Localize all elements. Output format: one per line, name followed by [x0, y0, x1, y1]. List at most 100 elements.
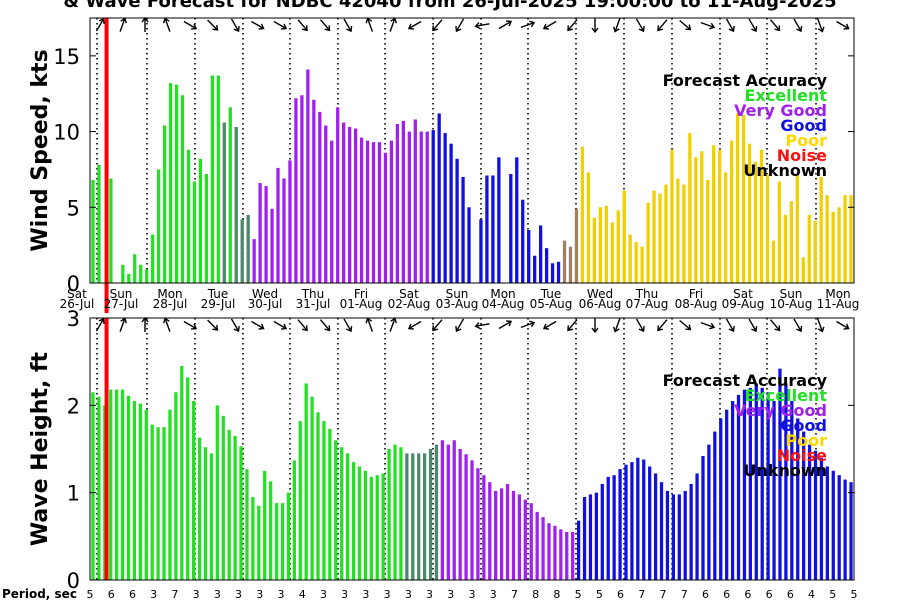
direction-arrow	[679, 319, 692, 331]
arrow-shaft	[614, 318, 621, 332]
data-bar	[316, 412, 320, 580]
data-bar	[646, 202, 650, 283]
data-bar	[245, 469, 249, 580]
data-bar	[470, 460, 474, 580]
data-bar	[328, 428, 332, 580]
period-value: 6	[617, 588, 624, 600]
data-bar	[700, 151, 704, 283]
data-bar	[741, 114, 746, 283]
data-bar	[771, 240, 776, 283]
arrow-shaft	[251, 20, 264, 30]
arrow-head	[796, 326, 803, 333]
data-bar	[735, 113, 740, 284]
data-bar	[383, 152, 388, 283]
period-value: 4	[808, 588, 815, 600]
arrow-shaft	[297, 19, 308, 31]
legend-item: Excellent	[745, 386, 828, 405]
period-value: 6	[787, 588, 794, 600]
data-bar	[115, 389, 119, 580]
arrow-shaft	[183, 20, 197, 30]
period-value: 5	[575, 588, 582, 600]
period-value: 3	[341, 588, 348, 600]
data-bar	[330, 140, 334, 283]
arrow-head	[120, 17, 128, 24]
direction-arrow	[251, 320, 265, 330]
arrow-head	[774, 325, 781, 332]
arrow-head	[212, 24, 219, 31]
arrow-shaft	[119, 18, 126, 32]
direction-arrow	[679, 19, 692, 31]
direction-arrow	[407, 20, 422, 30]
direction-arrow	[567, 319, 578, 332]
data-bar	[784, 383, 788, 580]
data-bar	[606, 476, 610, 580]
arrow-head	[212, 324, 219, 331]
arrow-head	[817, 326, 825, 333]
data-bar	[574, 208, 579, 283]
data-bar	[270, 208, 274, 283]
data-bar	[192, 181, 197, 283]
data-bar	[628, 234, 632, 283]
day-name-label: Mon	[825, 287, 850, 301]
date-label: 30-Jul	[248, 297, 283, 311]
day-name-label: Thu	[635, 287, 659, 301]
data-bar	[494, 490, 498, 580]
direction-arrow	[141, 16, 149, 32]
arrow-shaft	[475, 323, 490, 327]
arrow-shaft	[183, 320, 197, 330]
arrow-shaft	[297, 319, 308, 331]
period-value: 3	[384, 588, 391, 600]
direction-arrow	[769, 19, 781, 32]
data-bar	[730, 400, 735, 580]
day-labels: Sat26-JulSun27-JulMon28-JulTue29-JulWed3…	[60, 287, 860, 311]
direction-arrow	[498, 20, 513, 30]
data-bar	[825, 466, 829, 580]
direction-arrow	[816, 18, 825, 33]
data-bar	[144, 409, 148, 580]
direction-arrow	[343, 18, 353, 33]
direction-arrow	[455, 18, 465, 33]
data-bar	[357, 466, 362, 580]
date-label: 29-Jul	[201, 297, 236, 311]
legend-item: Poor	[785, 431, 827, 450]
data-bar	[488, 482, 492, 580]
date-label: 07-Aug	[626, 297, 669, 311]
direction-arrow	[816, 318, 825, 333]
data-bar	[521, 199, 525, 283]
data-bar	[365, 140, 370, 283]
arrow-shaft	[793, 18, 802, 32]
period-value: 7	[660, 588, 667, 600]
day-name-label: Sun	[110, 287, 133, 301]
arrow-shaft	[567, 319, 578, 331]
data-bar	[677, 494, 681, 580]
data-bar	[671, 494, 675, 580]
period-value: 6	[766, 588, 773, 600]
data-bar	[395, 124, 400, 283]
arrow-head	[657, 25, 664, 32]
arrow-shaft	[230, 18, 240, 32]
period-value: 7	[638, 588, 645, 600]
date-label: 27-Jul	[104, 297, 139, 311]
data-bar	[807, 214, 811, 283]
data-bar	[790, 400, 794, 580]
data-bar	[151, 234, 155, 283]
data-bar	[544, 248, 549, 283]
direction-arrow	[432, 319, 443, 332]
arrow-head	[233, 326, 240, 333]
data-bar	[843, 195, 847, 283]
data-bar	[239, 446, 243, 580]
data-bar	[837, 475, 841, 580]
data-bar	[766, 392, 770, 580]
data-bar	[91, 392, 95, 580]
data-bar	[458, 449, 462, 580]
y-axis-label: Wind Speed, kts	[28, 49, 53, 251]
arrow-shaft	[567, 19, 578, 31]
arrow-head	[506, 320, 513, 327]
data-bar	[157, 169, 161, 283]
legend-item: Unknown	[743, 161, 827, 180]
arrow-head	[98, 317, 105, 324]
arrow-head	[258, 323, 265, 330]
day-name-label: Wed	[587, 287, 613, 301]
data-bar	[452, 440, 456, 580]
